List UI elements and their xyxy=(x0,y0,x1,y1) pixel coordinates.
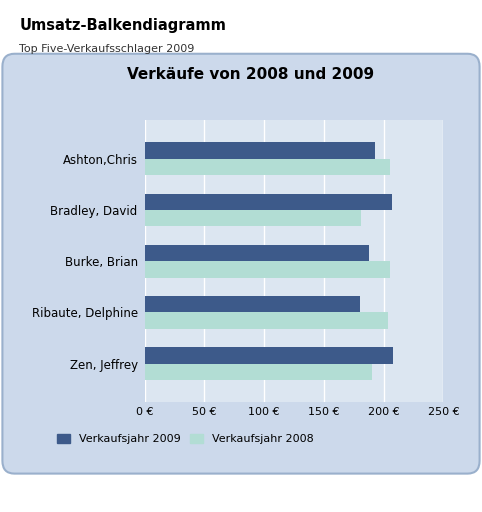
Bar xyxy=(145,194,392,210)
Text: Verkäufe von 2008 und 2009: Verkäufe von 2008 und 2009 xyxy=(127,67,374,81)
Text: Umsatz-Balkendiagramm: Umsatz-Balkendiagramm xyxy=(19,18,226,33)
Bar xyxy=(145,312,388,329)
Bar xyxy=(145,347,393,364)
Bar xyxy=(145,210,361,226)
Bar xyxy=(145,364,372,380)
Text: Top Five-Verkaufsschlager 2009: Top Five-Verkaufsschlager 2009 xyxy=(19,44,195,54)
Bar xyxy=(145,159,389,175)
Bar xyxy=(145,142,375,159)
Legend: Verkaufsjahr 2009, Verkaufsjahr 2008: Verkaufsjahr 2009, Verkaufsjahr 2008 xyxy=(54,431,317,447)
Bar xyxy=(145,296,360,312)
Bar xyxy=(145,245,369,261)
Bar xyxy=(145,261,389,278)
